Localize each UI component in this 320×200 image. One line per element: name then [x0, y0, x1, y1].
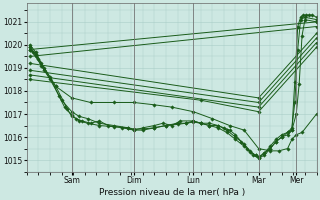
- X-axis label: Pression niveau de la mer( hPa ): Pression niveau de la mer( hPa ): [99, 188, 245, 197]
